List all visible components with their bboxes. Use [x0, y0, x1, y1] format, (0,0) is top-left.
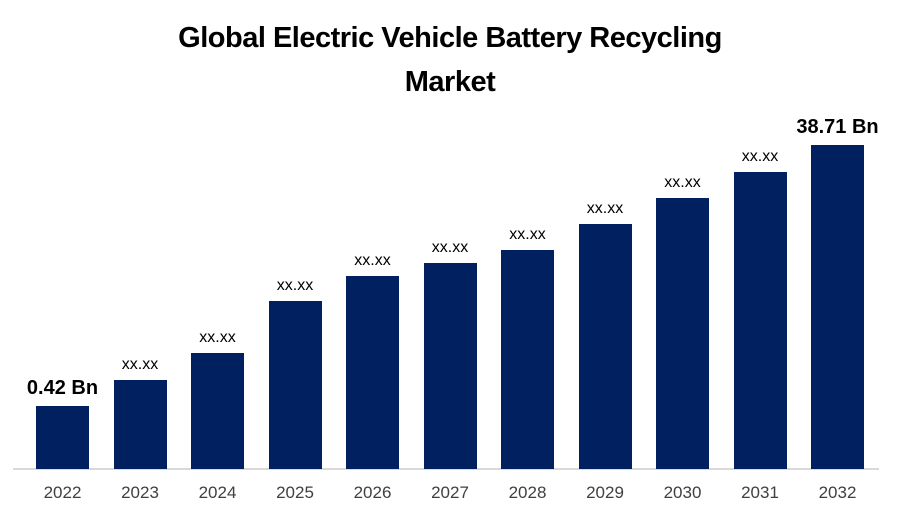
bar-value-label-2025: xx.xx: [276, 277, 314, 294]
bar-2025: [268, 301, 322, 469]
x-axis: 2022 2023 2024 2025 2026 2027 2028 2029 2030 2031…: [13, 469, 879, 525]
bar-2022: [36, 406, 89, 469]
bar-2031: [733, 172, 787, 469]
bar-value-label-2023: xx.xx: [121, 356, 159, 373]
plot-area: 0.42 Bn xx.xx xx.xx xx.xx xx.xx xx.xx xx.xx xx.…: [13, 104, 879, 470]
x-axis-tick-label-2030: 2030: [663, 483, 702, 502]
bar-value-label-2030: xx.xx: [664, 174, 701, 191]
x-axis-tick-label-2022: 2022: [43, 483, 82, 502]
x-axis-tick-label-2026: 2026: [353, 483, 392, 502]
bar-value-label-2029: xx.xx: [586, 200, 624, 217]
bar-value-label-2024: xx.xx: [199, 329, 236, 346]
x-axis-tick-label-2031: 2031: [741, 483, 779, 502]
bar-2030: [656, 198, 709, 469]
bar-value-label-2027: xx.xx: [431, 239, 469, 256]
x-axis-tick-label-2028: 2028: [508, 483, 547, 502]
bar-value-label-2031: xx.xx: [741, 148, 779, 165]
bar-2023: [113, 380, 167, 469]
bar-2024: [191, 353, 244, 469]
bar-value-label-2032: 38.71 Bn: [796, 116, 879, 138]
bar-2029: [578, 224, 632, 469]
bar-2028: [501, 250, 554, 469]
x-axis-tick-label-2027: 2027: [431, 483, 469, 502]
chart-title-line2: Market: [404, 66, 496, 98]
bar-value-label-2028: xx.xx: [509, 226, 546, 243]
bar-value-label-2026: xx.xx: [354, 252, 391, 269]
bar-value-label-2022: 0.42 Bn: [26, 377, 99, 399]
bar-2027: [423, 263, 477, 469]
bar-2026: [346, 276, 399, 469]
x-axis-tick-label-2024: 2024: [198, 483, 237, 502]
x-axis-line: [13, 468, 879, 470]
chart-title-line1: Global Electric Vehicle Battery Recyclin…: [178, 22, 722, 54]
x-axis-tick-label-2029: 2029: [586, 483, 624, 502]
chart-title: Global Electric Vehicle Battery Recyclin…: [0, 16, 900, 104]
bar-2032: [811, 145, 864, 469]
x-axis-tick-label-2032: 2032: [818, 483, 857, 502]
x-axis-tick-label-2023: 2023: [121, 483, 159, 502]
x-axis-tick-label-2025: 2025: [276, 483, 314, 502]
